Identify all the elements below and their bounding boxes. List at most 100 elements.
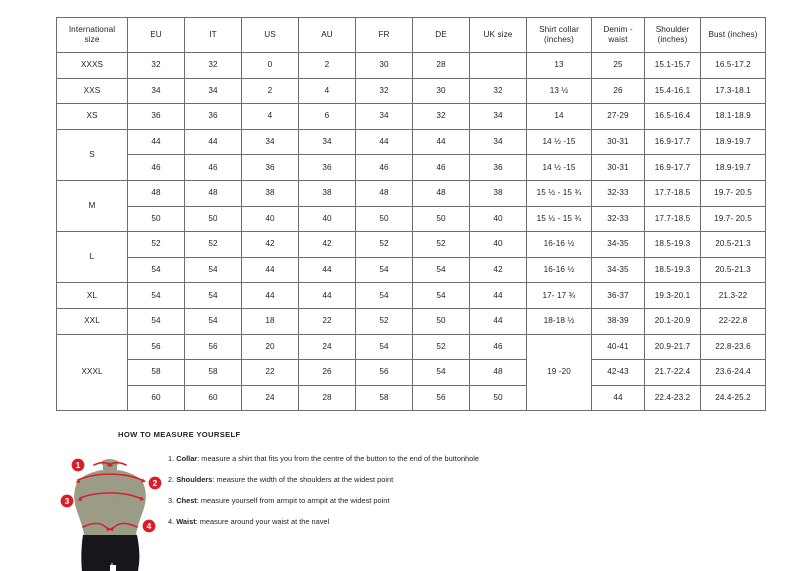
measure-instruction-item: 1. Collar: measure a shirt that fits you… (168, 455, 479, 462)
cell-shirt-collar: 18-18 ½ (526, 307, 592, 335)
cell-shirt-collar: 16-16 ½ (526, 256, 592, 284)
cell-shoulder: 19.3-20.1 (644, 282, 701, 309)
cell-bust: 21.3-22 (700, 282, 766, 309)
instruction-text: : measure the width of the shoulders at … (212, 475, 394, 484)
instruction-text: : measure yourself from armpit to armpit… (196, 496, 390, 505)
cell-it: 32 (184, 52, 242, 79)
cell-denim: 38-39 (591, 307, 645, 335)
cell-shirt-collar: 15 ½ - 15 ¾ (526, 205, 592, 233)
cell-fr: 46 (355, 154, 413, 181)
table-row: L 52 52 42 42 52 52 40 16-16 ½ 34-35 18.5-19.3 20.5… (56, 231, 766, 284)
cell-international-size: XL (56, 282, 128, 309)
cell-eu: 56 (127, 333, 185, 361)
cell-fr: 54 (355, 256, 413, 284)
cell-de: 50 (412, 205, 470, 233)
header-line: size (84, 35, 100, 44)
cell-bust: 20.5-21.3 (700, 256, 766, 284)
cell-de: 52 (412, 333, 470, 361)
cell-it: 44 (184, 128, 242, 156)
measure-instructions-list: 1. Collar: measure a shirt that fits you… (168, 455, 479, 539)
cell-eu: 58 (127, 359, 185, 386)
torso-illustration (74, 459, 146, 535)
cell-denim: 42-43 (591, 359, 645, 386)
column-header-us: US (241, 17, 299, 53)
cell-eu: 54 (127, 256, 185, 284)
cell-fr: 34 (355, 103, 413, 130)
cell-fr: 32 (355, 77, 413, 105)
cell-denim: 27-29 (591, 103, 645, 130)
cell-international-size: M (56, 179, 128, 233)
cell-au: 36 (298, 154, 356, 181)
cell-de: 50 (412, 307, 470, 335)
instruction-number: 1. (168, 454, 175, 463)
cell-denim: 36-37 (591, 282, 645, 309)
cell-denim: 30-31 (591, 154, 645, 181)
cell-us: 22 (241, 359, 299, 386)
chest-measure-arrow (79, 492, 143, 500)
header-line: (inches) (657, 35, 688, 44)
table-row: 50 50 40 40 50 50 40 15 ½ - 15 ¾ 32-33 17.7-18.5 1… (57, 205, 766, 233)
cell-au: 34 (298, 128, 356, 156)
cell-denim: 34-35 (591, 231, 645, 258)
cell-shirt-collar: 13 ½ (526, 77, 592, 105)
cell-bust: 18.9-19.7 (700, 128, 766, 156)
cell-de: 44 (412, 128, 470, 156)
table-row: XXS 34 34 2 4 32 30 32 13 ½ 26 15.4-16.1 17.3-18.1 (56, 77, 766, 105)
collar-measure-arrow (93, 461, 111, 466)
cell-us: 20 (241, 333, 299, 361)
table-row: 60 60 24 28 58 56 50 44 22.4-23.2 24.4-25.2 (57, 384, 766, 412)
cell-bust: 16.5-17.2 (700, 52, 766, 79)
header-line: waist (608, 35, 628, 44)
cell-shoulder: 21.7-22.4 (644, 359, 701, 386)
cell-uk: 50 (469, 384, 527, 412)
column-header-fr: FR (355, 17, 413, 53)
column-header-shirt-collar: Shirt collar (inches) (526, 17, 592, 53)
cell-de: 30 (412, 77, 470, 105)
cell-eu: 52 (127, 231, 185, 258)
cell-international-size: XXXS (56, 52, 128, 79)
cell-bust: 19.7- 20.5 (700, 205, 766, 233)
cell-shoulder: 16.9-17.7 (644, 128, 701, 156)
cell-fr: 58 (355, 384, 413, 412)
cell-shoulder: 18.5-19.3 (644, 256, 701, 284)
cell-shirt-collar: 16-16 ½ (526, 231, 592, 258)
cell-us: 34 (241, 128, 299, 156)
column-header-uk-size: UK size (469, 17, 527, 53)
cell-de: 56 (412, 384, 470, 412)
cell-fr: 52 (355, 231, 413, 258)
cell-us: 40 (241, 205, 299, 233)
cell-shoulder: 17.7-18.5 (644, 179, 701, 207)
cell-international-size: XXXL (56, 333, 128, 412)
table-header-row: International size EU IT US AU FR DE UK … (56, 17, 766, 53)
cell-fr: 56 (355, 359, 413, 386)
cell-eu: 46 (127, 154, 185, 181)
cell-it: 46 (184, 154, 242, 181)
cell-bust: 24.4-25.2 (700, 384, 766, 412)
cell-au: 42 (298, 231, 356, 258)
cell-eu: 54 (127, 282, 185, 309)
cell-international-size: XXL (56, 307, 128, 335)
cell-bust: 19.7- 20.5 (700, 179, 766, 207)
table-row: XXL 54 54 18 22 52 50 44 18-18 ½ 38-39 20.1-20.9 22… (56, 307, 766, 335)
cell-uk: 34 (469, 103, 527, 130)
cell-denim: 26 (591, 77, 645, 105)
cell-fr: 30 (355, 52, 413, 79)
cell-de: 54 (412, 256, 470, 284)
cell-uk: 38 (469, 179, 527, 207)
cell-eu: 50 (127, 205, 185, 233)
cell-au: 2 (298, 52, 356, 79)
instruction-term: Collar (176, 454, 198, 463)
instruction-number: 4. (168, 517, 175, 526)
cell-it: 52 (184, 231, 242, 258)
cell-au: 44 (298, 282, 356, 309)
cell-shirt-collar: 15 ½ - 15 ¾ (526, 179, 592, 207)
cell-au: 6 (298, 103, 356, 130)
cell-uk: 44 (469, 307, 527, 335)
table-row: 58 58 22 26 56 54 48 42-43 21.7-22.4 23.6-24.4 (57, 359, 766, 386)
header-line: Shirt collar (539, 25, 579, 34)
cell-us: 38 (241, 179, 299, 207)
cell-uk: 46 (469, 333, 527, 361)
cell-uk: 34 (469, 128, 527, 156)
cell-denim: 44 (591, 384, 645, 412)
cell-us: 44 (241, 282, 299, 309)
